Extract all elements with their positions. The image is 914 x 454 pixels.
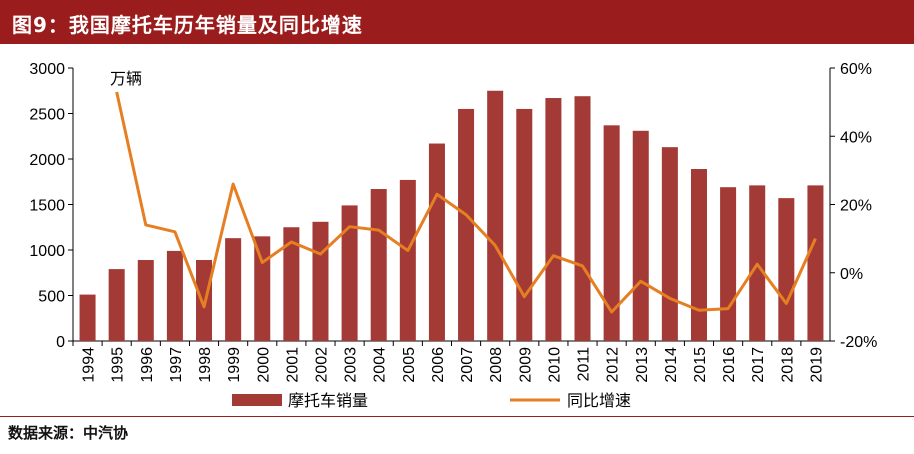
bar [428,143,445,341]
x-tick-label: 2009 [517,347,534,383]
x-tick-label: 2012 [605,347,622,383]
y-left-tick-label: 2500 [29,107,65,124]
y-left-tick-label: 3000 [29,61,65,78]
x-tick-label: 1995 [110,347,127,383]
bar [661,147,678,341]
x-tick-label: 2002 [313,347,330,383]
source-label: 数据来源： [8,424,84,442]
x-tick-label: 2006 [430,347,447,383]
x-tick-label: 1996 [139,347,156,383]
bar [137,260,154,341]
bar [603,125,620,341]
legend-bar-swatch [232,394,282,406]
x-tick-label: 2003 [343,347,360,383]
y-left-tick-label: 2000 [29,152,65,169]
bar [341,205,358,341]
y-left-tick-label: 1000 [29,243,65,260]
bar [458,108,475,341]
x-tick-label: 2000 [255,347,272,383]
x-tick-label: 2014 [663,347,680,383]
divider [0,416,914,417]
legend-line-label: 同比增速 [567,391,631,410]
bar [574,96,591,342]
title-bar: 图9：我国摩托车历年销量及同比增速 [0,0,914,44]
bar [108,269,125,341]
x-tick-label: 2001 [284,347,301,383]
bar [690,169,707,341]
y-right-tick-label: 60% [840,61,872,78]
x-tick-label: 2004 [372,347,389,383]
legend-bar-label: 摩托车销量 [288,391,368,410]
bar [399,179,416,341]
bar [778,198,795,341]
x-tick-label: 1997 [168,347,185,383]
x-tick-label: 2010 [546,347,563,383]
source-note: 数据来源：中汽协 [8,422,128,443]
x-tick-label: 1994 [81,347,98,383]
x-tick-label: 2015 [692,347,709,383]
y-right-tick-label: -20% [840,334,877,351]
y-left-tick-label: 0 [56,334,65,351]
bar [370,189,387,341]
x-tick-label: 2016 [721,347,738,383]
chart-title: 图9：我国摩托车历年销量及同比增速 [12,13,363,37]
x-tick-label: 2005 [401,347,418,383]
y-right-tick-label: 40% [840,129,872,146]
y-left-tick-label: 1500 [29,198,65,215]
bar [632,130,649,341]
x-tick-label: 2008 [488,347,505,383]
x-tick-label: 2017 [750,347,767,383]
unit-annotation: 万辆 [110,69,142,88]
bar [720,187,737,341]
bar [225,238,242,341]
bar [166,250,183,341]
x-tick-label: 2019 [808,347,825,383]
bar [79,294,96,341]
x-tick-label: 2018 [779,347,796,383]
y-right-tick-label: 20% [840,198,872,215]
bar [487,90,504,341]
bar [807,185,824,341]
bar [254,236,271,341]
x-tick-label: 1999 [226,347,243,383]
chart: 0 500 1000 1500 2000 2500 3000 -20% 0% 20% 40% 60% 1… [29,61,877,410]
bar [283,227,300,341]
bar [312,221,329,341]
y-left-tick-label: 500 [38,289,65,306]
x-tick-label: 1998 [197,347,214,383]
x-tick-label: 2007 [459,347,476,383]
bar [545,98,562,341]
y-right-tick-label: 0% [840,266,863,283]
source-value: 中汽协 [83,424,129,442]
x-tick-label: 2011 [576,347,593,382]
bar [516,108,533,341]
x-tick-label: 2013 [634,347,651,383]
